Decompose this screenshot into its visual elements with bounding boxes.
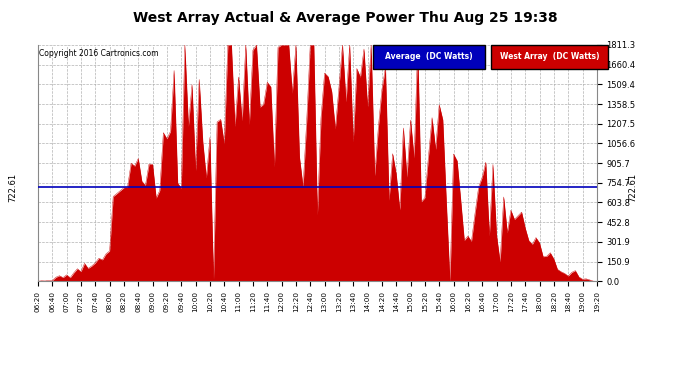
Text: 722.61: 722.61 — [8, 172, 17, 201]
Text: Copyright 2016 Cartronics.com: Copyright 2016 Cartronics.com — [39, 48, 159, 57]
Text: Average  (DC Watts): Average (DC Watts) — [386, 53, 473, 61]
Text: West Array  (DC Watts): West Array (DC Watts) — [500, 53, 599, 61]
Text: West Array Actual & Average Power Thu Aug 25 19:38: West Array Actual & Average Power Thu Au… — [132, 11, 558, 25]
FancyBboxPatch shape — [373, 45, 485, 69]
FancyBboxPatch shape — [491, 45, 608, 69]
Text: 722.61: 722.61 — [629, 172, 638, 201]
